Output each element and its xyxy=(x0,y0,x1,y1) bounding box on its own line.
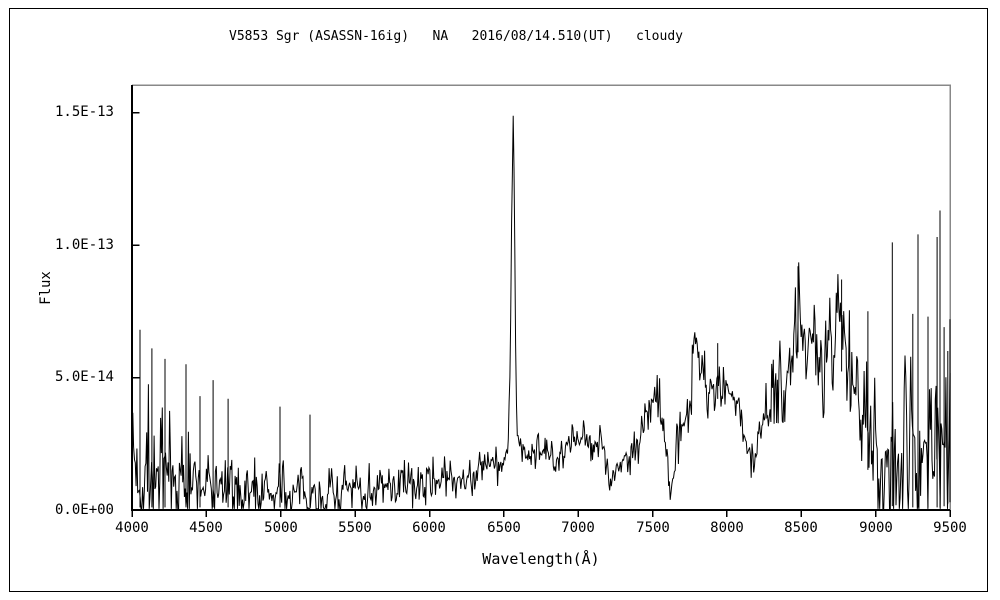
chart-title: V5853 Sgr (ASASSN-16ig) NA 2016/08/14.51… xyxy=(229,29,683,44)
x-tick-label-4500: 4500 xyxy=(189,520,223,536)
x-axis-title: Wavelength(Å) xyxy=(482,550,600,568)
x-tick-label-6500: 6500 xyxy=(487,520,521,536)
spectrum-trace xyxy=(131,115,951,511)
plot-axes xyxy=(131,85,950,511)
plot-frame-topright xyxy=(132,84,951,510)
x-tick-label-6000: 6000 xyxy=(412,520,446,536)
x-tick-label-7000: 7000 xyxy=(561,520,595,536)
image-border xyxy=(9,8,988,592)
x-tick-label-7500: 7500 xyxy=(636,520,670,536)
x-tick-label-9000: 9000 xyxy=(859,520,893,536)
y-tick-label-5e-14: 5.0E-14 xyxy=(54,369,114,385)
x-tick-label-5500: 5500 xyxy=(338,520,372,536)
x-tick-label-8000: 8000 xyxy=(710,520,744,536)
x-tick-label-8500: 8500 xyxy=(784,520,818,536)
y-tick-label-0: 0.0E+00 xyxy=(54,502,114,518)
axis-tick-marks xyxy=(131,111,951,517)
y-tick-label-1e-13: 1.0E-13 xyxy=(54,237,114,253)
x-tick-label-9500: 9500 xyxy=(933,520,967,536)
y-axis-title: Flux xyxy=(38,271,54,305)
y-tick-label-1.5e-13: 1.5E-13 xyxy=(54,104,114,120)
x-tick-label-5000: 5000 xyxy=(264,520,298,536)
x-tick-label-4000: 4000 xyxy=(115,520,149,536)
